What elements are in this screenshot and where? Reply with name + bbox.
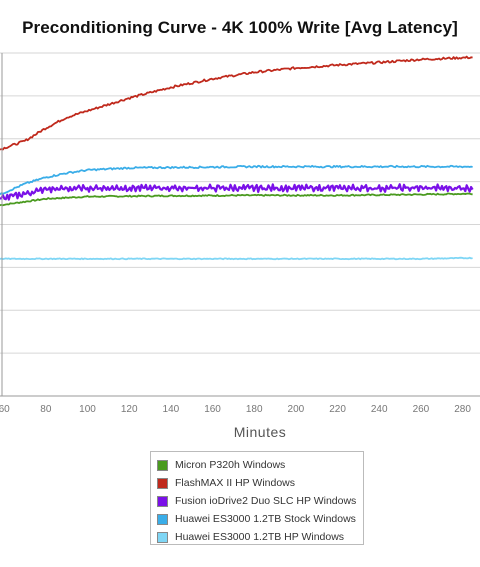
axis-layer: 60 80 100 120 140 160 180 200 220 240 260 280 (0, 53, 471, 415)
series-line-5 (0, 256, 473, 261)
series-line-2 (0, 55, 473, 151)
legend-item: FlashMAX II HP Windows (151, 474, 363, 492)
legend-item: Micron P320h Windows (151, 456, 363, 474)
legend-label: FlashMAX II HP Windows (175, 477, 296, 489)
x-tick-label: 160 (204, 404, 221, 415)
x-tick-label: 260 (413, 404, 430, 415)
legend-swatch (157, 531, 168, 543)
x-tick-label: 120 (121, 404, 138, 415)
x-tick-label: 280 (454, 404, 471, 415)
legend-swatch (157, 477, 168, 489)
x-tick-label: 200 (288, 404, 305, 415)
x-tick-label: 100 (79, 404, 96, 415)
legend-label: Huawei ES3000 1.2TB Stock Windows (175, 513, 356, 525)
legend-label: Micron P320h Windows (175, 459, 286, 471)
legend-swatch (157, 513, 168, 525)
legend-item: Huawei ES3000 1.2TB Stock Windows (151, 510, 363, 528)
legend-swatch (157, 459, 168, 471)
x-tick-label: 240 (371, 404, 388, 415)
series-line-1 (0, 192, 473, 207)
legend-item: Huawei ES3000 1.2TB HP Windows (151, 528, 363, 546)
legend-swatch (157, 495, 168, 507)
legend: Micron P320h Windows FlashMAX II HP Windo… (150, 451, 364, 545)
x-tick-label: 60 (0, 404, 10, 415)
series-layer (0, 55, 474, 261)
series-line-3 (0, 183, 474, 201)
legend-label: Huawei ES3000 1.2TB HP Windows (175, 531, 345, 543)
x-tick-label: 220 (329, 404, 346, 415)
chart-title: Preconditioning Curve - 4K 100% Write [A… (22, 18, 458, 37)
grid-layer (0, 52, 480, 397)
legend-item: Fusion ioDrive2 Duo SLC HP Windows (151, 492, 363, 510)
legend-label: Fusion ioDrive2 Duo SLC HP Windows (175, 495, 357, 507)
series-line-4 (0, 164, 473, 196)
x-tick-label: 180 (246, 404, 263, 415)
x-axis-label: Minutes (233, 424, 287, 440)
x-tick-label: 140 (163, 404, 180, 415)
x-tick-label: 80 (40, 404, 52, 415)
